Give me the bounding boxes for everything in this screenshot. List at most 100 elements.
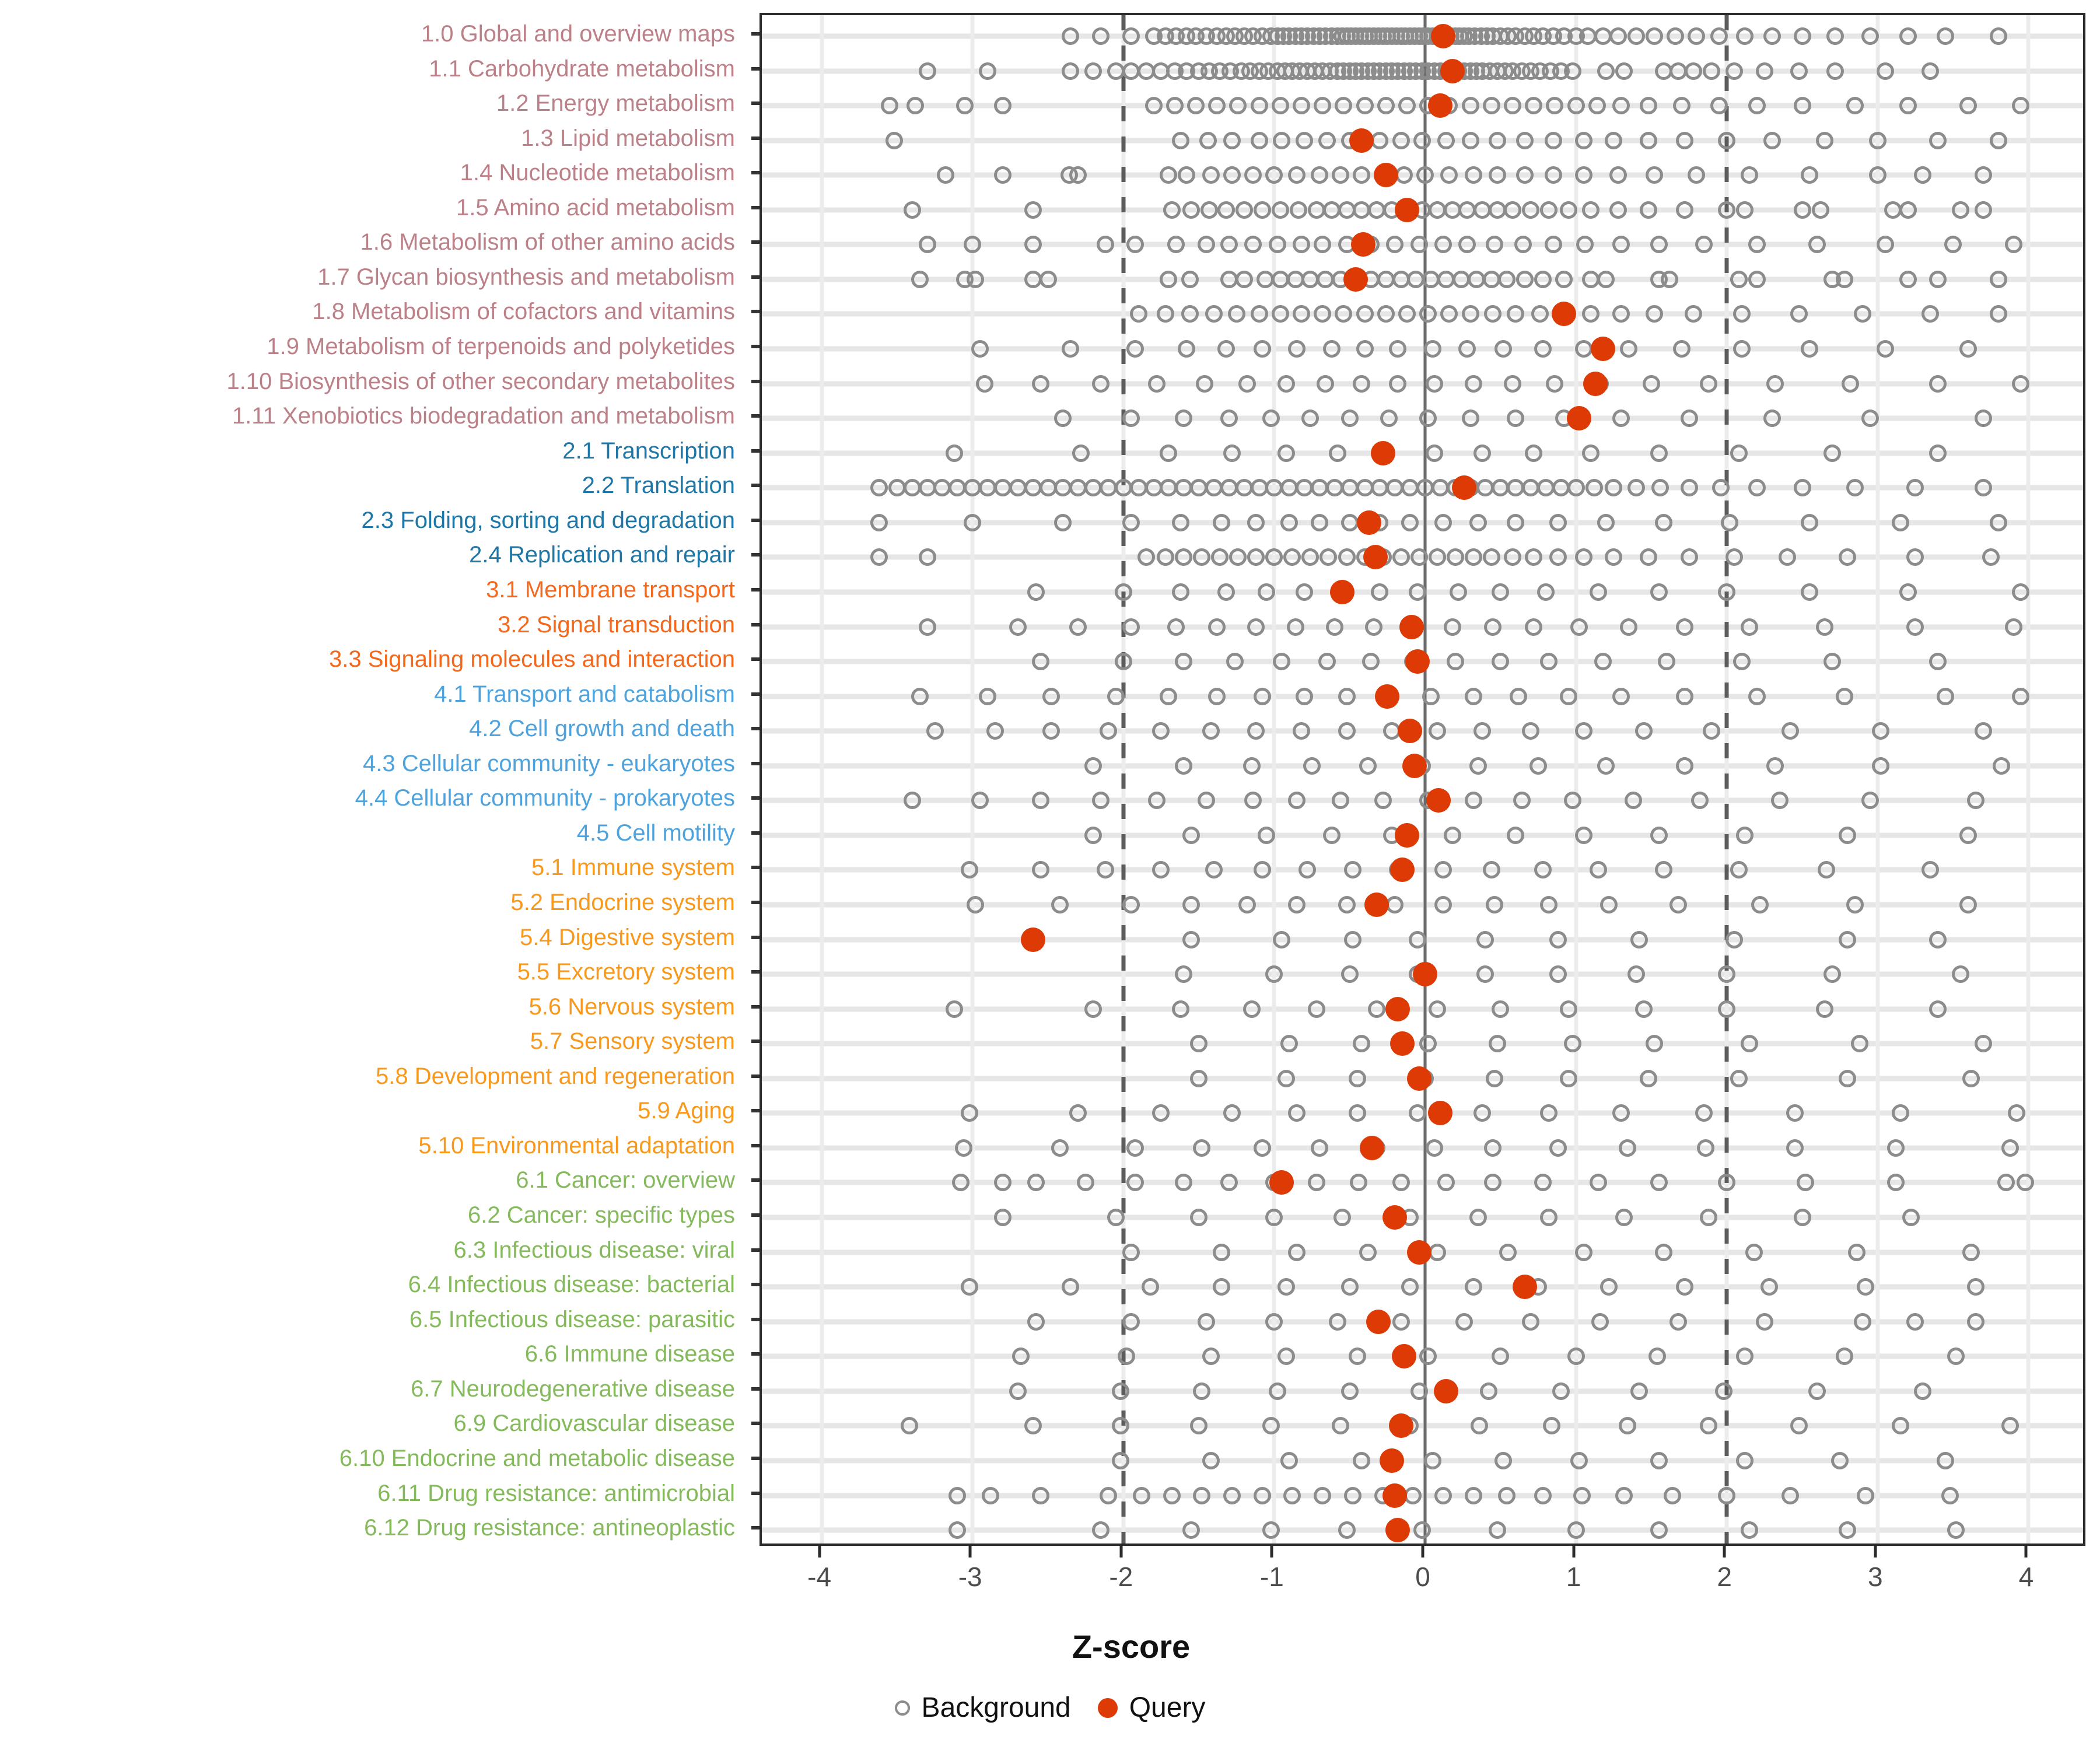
background-point [1597,62,1615,80]
background-point [1198,792,1216,810]
background-point [1392,1174,1410,1192]
background-point [1268,1382,1286,1400]
background-point [1670,1312,1688,1331]
background-point [911,270,929,288]
background-point [1546,374,1564,393]
background-point [1202,1451,1220,1469]
background-point [1736,1348,1754,1366]
background-point [993,1174,1012,1192]
background-point [1857,1278,1875,1296]
background-point [1292,236,1310,254]
background-point [1929,444,1947,462]
query-point [1329,579,1354,604]
background-point [1522,722,1540,740]
background-point [1434,236,1452,254]
background-point [1962,1069,1980,1087]
background-point [1212,1278,1230,1296]
background-point [1296,583,1314,601]
y-axis-tick [751,32,761,36]
background-point [1654,513,1672,531]
y-axis-label: 2.1 Transcription [562,438,735,464]
background-point [1876,62,1894,80]
background-point [1516,270,1534,288]
query-point [1385,1518,1410,1543]
y-axis-tick [751,484,761,488]
legend-label-query: Query [1129,1692,1206,1723]
background-point [1265,1209,1283,1227]
background-point [1914,166,1932,184]
query-point [1426,788,1451,813]
background-point [1202,1348,1220,1366]
background-point [1529,757,1547,775]
query-point [1512,1275,1537,1300]
background-point [993,166,1012,184]
y-axis-tick [751,1491,761,1495]
y-axis-label: 3.3 Signaling molecules and interaction [329,646,735,673]
background-point [1609,166,1627,184]
background-point [1362,653,1380,671]
background-point [1338,687,1356,705]
query-point [1020,927,1045,952]
background-point [1748,236,1766,254]
background-point [1340,410,1359,428]
background-point [1793,27,1811,45]
background-point [1212,513,1230,531]
y-axis-label: 6.1 Cancer: overview [516,1167,735,1194]
background-point [1132,1486,1150,1504]
y-axis-tick [751,1213,761,1217]
background-point [1891,1104,1909,1122]
background-point [1824,965,1842,984]
query-point [1269,1170,1294,1195]
background-point [1941,1486,1959,1504]
y-axis-label: 1.5 Amino acid metabolism [456,194,735,220]
background-point [1710,97,1728,115]
background-point [1208,687,1226,705]
y-axis-tick [751,102,761,106]
background-point [1172,131,1190,149]
y-axis-label: 1.2 Energy metabolism [496,90,735,117]
background-point [1760,1278,1778,1296]
grid-line-horizontal [762,1006,2083,1012]
zero-line [1423,15,1427,1544]
background-point [1766,374,1784,393]
background-point [1310,166,1328,184]
background-point [1811,201,1829,219]
background-point [1646,166,1664,184]
background-point [885,131,903,149]
background-point [1062,340,1080,358]
background-point [1288,1243,1306,1261]
background-point [971,792,989,810]
background-point [1559,1069,1577,1087]
query-point [1391,1344,1416,1369]
background-point [1618,1139,1636,1157]
background-point [1368,1000,1386,1018]
background-point [1244,792,1262,810]
background-point [1307,1174,1325,1192]
y-axis-label: 4.2 Cell growth and death [469,716,735,742]
background-point [1899,583,1917,601]
x-axis-tick-label: 1 [1566,1562,1581,1592]
background-point [1871,757,1889,775]
background-point [1574,340,1592,358]
background-point [1534,861,1552,879]
background-point [1790,305,1808,323]
x-axis-tick-label: -3 [958,1562,982,1592]
background-point [1464,1278,1482,1296]
background-point [1163,201,1181,219]
y-axis-tick [751,761,761,765]
background-point [1356,305,1374,323]
background-point [1793,479,1811,497]
x-axis-tick-label: 3 [1868,1562,1883,1592]
background-point [1615,1486,1633,1504]
background-point [1437,1174,1455,1192]
background-point [1672,340,1690,358]
background-point [1559,201,1577,219]
query-point [1357,510,1382,535]
background-point [918,548,936,566]
background-point [1253,687,1271,705]
background-point [1507,826,1525,844]
y-axis-label: 6.4 Infectious disease: bacterial [408,1272,735,1298]
background-point [1111,1417,1129,1435]
background-point [1675,131,1693,149]
background-point [1642,374,1660,393]
